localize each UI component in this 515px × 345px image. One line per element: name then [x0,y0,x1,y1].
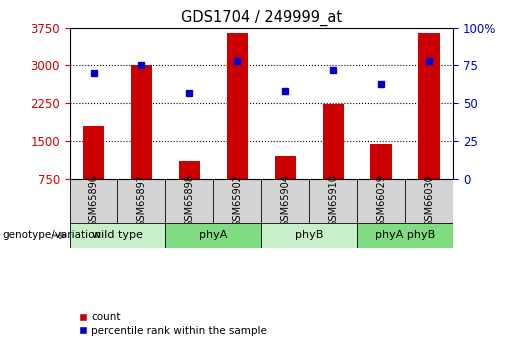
Bar [261,223,357,248]
Bar [227,33,248,179]
Text: GSM65898: GSM65898 [184,174,195,227]
Text: phyB: phyB [295,230,323,240]
Legend: count, percentile rank within the sample: count, percentile rank within the sample [75,308,271,340]
Text: phyA phyB: phyA phyB [375,230,435,240]
Text: GSM66030: GSM66030 [424,174,434,227]
Bar [165,223,261,248]
Text: genotype/variation: genotype/variation [3,230,101,240]
Text: GSM65897: GSM65897 [136,174,146,227]
Text: GSM65896: GSM65896 [89,174,98,227]
Title: GDS1704 / 249999_at: GDS1704 / 249999_at [181,10,342,26]
Text: GSM65902: GSM65902 [232,174,243,227]
Bar [70,223,165,248]
Bar [274,156,296,179]
Bar [322,104,344,179]
Text: GSM65910: GSM65910 [328,174,338,227]
Bar [370,144,392,179]
Text: wild type: wild type [92,230,143,240]
Text: phyA: phyA [199,230,228,240]
Bar [83,126,105,179]
Bar [179,161,200,179]
Text: GSM65904: GSM65904 [280,174,290,227]
Text: GSM66029: GSM66029 [376,174,386,227]
Bar [131,66,152,179]
Bar [357,223,453,248]
Bar [418,33,440,179]
